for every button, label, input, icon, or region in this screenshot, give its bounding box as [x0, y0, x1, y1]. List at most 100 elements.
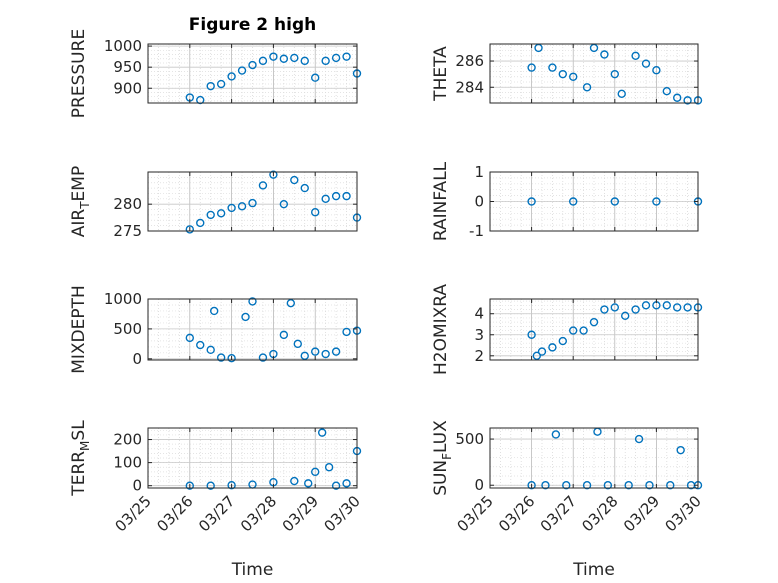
- data-point: [300, 351, 309, 361]
- data-point: [258, 353, 268, 362]
- y-axis-label: H2OMIXRA: [431, 284, 451, 375]
- data-point: [227, 481, 236, 490]
- data-point: [617, 89, 626, 99]
- y-tick-label: 280: [113, 195, 142, 213]
- data-point: [558, 69, 567, 79]
- axes-box: [147, 427, 358, 489]
- data-point: [279, 199, 289, 209]
- data-point: [241, 312, 250, 322]
- x-tick-label: 03/26: [153, 492, 196, 535]
- data-point: [185, 333, 195, 343]
- data-point: [227, 354, 236, 363]
- x-tick-label: 03/30: [321, 492, 364, 535]
- data-point: [227, 203, 236, 213]
- data-point: [196, 340, 205, 350]
- data-point: [206, 345, 215, 355]
- data-point: [631, 305, 640, 314]
- y-tick-label: 1000: [104, 37, 142, 55]
- data-point: [641, 59, 651, 68]
- subplot-air-temp: 275 280 AIRTEMP: [69, 166, 362, 240]
- data-point: [185, 225, 195, 234]
- x-tick-label: 03/27: [195, 492, 238, 535]
- y-tick-label: -1: [469, 222, 484, 240]
- chart-title: Figure 2 high: [189, 15, 317, 35]
- data-point: [645, 481, 654, 490]
- axes-box: [489, 427, 699, 489]
- data-point: [610, 303, 619, 312]
- data-point: [331, 347, 341, 356]
- data-point: [652, 197, 661, 206]
- y-tick-label: 950: [113, 58, 142, 76]
- y-tick-label: 0: [132, 350, 142, 368]
- data-point: [683, 303, 692, 312]
- axes-box: [147, 43, 358, 104]
- data-point: [185, 481, 195, 490]
- data-point: [269, 52, 278, 61]
- x-tick-label: 03/25: [112, 492, 155, 535]
- y-tick-label: 275: [113, 222, 142, 240]
- data-point: [342, 191, 351, 201]
- data-point: [258, 56, 268, 66]
- axes-box: [489, 43, 699, 104]
- data-point: [196, 218, 205, 228]
- data-point: [293, 339, 302, 349]
- y-tick-label: 0: [474, 476, 484, 494]
- series-air-temp: [185, 170, 362, 234]
- data-point: [206, 81, 215, 91]
- data-point: [269, 170, 278, 179]
- data-point: [248, 60, 257, 70]
- y-tick-label: 900: [113, 79, 142, 97]
- data-point: [248, 297, 257, 306]
- data-point: [527, 330, 536, 339]
- data-point: [324, 463, 334, 472]
- data-point: [548, 343, 557, 352]
- data-point: [621, 311, 630, 321]
- data-point: [216, 353, 226, 362]
- y-tick-label: 4: [474, 305, 484, 323]
- data-point: [317, 428, 327, 437]
- data-point: [652, 66, 661, 75]
- data-point: [248, 198, 257, 208]
- x-tick-label: 03/28: [578, 492, 621, 535]
- data-point: [537, 347, 547, 356]
- data-point: [304, 479, 313, 488]
- x-tick-label: 03/29: [279, 492, 322, 535]
- data-point: [673, 303, 682, 312]
- data-point: [258, 181, 268, 190]
- y-tick-label: 284: [455, 78, 484, 96]
- data-point: [676, 445, 685, 455]
- data-point: [209, 306, 219, 316]
- series-terr-msl: [185, 428, 362, 490]
- y-axis-label: MIXDEPTH: [69, 285, 89, 374]
- data-point: [582, 83, 592, 92]
- data-point: [279, 54, 289, 63]
- x-tick-label: 03/30: [662, 492, 705, 535]
- x-axis-label: Time: [572, 560, 615, 580]
- x-tick-label: 03/25: [454, 492, 497, 535]
- y-tick-label: 3: [474, 326, 484, 344]
- data-point: [600, 50, 609, 59]
- data-point: [290, 53, 299, 63]
- data-point: [624, 481, 633, 490]
- data-point: [342, 52, 351, 61]
- data-point: [300, 56, 309, 66]
- y-axis-label: TERRMSL: [69, 420, 92, 497]
- data-point: [342, 479, 351, 488]
- data-point: [579, 326, 588, 335]
- data-point: [331, 481, 341, 490]
- data-point: [610, 69, 619, 79]
- data-point: [237, 202, 247, 211]
- subplot-h2omixra: 2 3 4 H2OMIXRA: [431, 284, 703, 375]
- axes-box: [147, 298, 358, 361]
- x-axis-label: Time: [231, 560, 274, 580]
- plot-area: [148, 172, 357, 231]
- data-point: [216, 209, 226, 218]
- x-tick-label: 03/27: [537, 492, 580, 535]
- data-point: [600, 305, 609, 314]
- y-tick-label: 100: [113, 454, 142, 472]
- data-point: [589, 317, 599, 327]
- y-tick-label: 1000: [104, 290, 142, 308]
- subplot-rainfall: -1 0 1 RAINFALL: [431, 161, 703, 241]
